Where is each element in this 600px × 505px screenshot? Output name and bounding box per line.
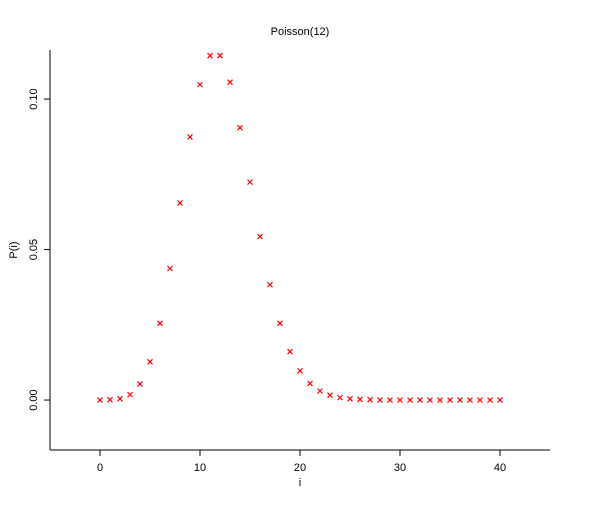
point [317,388,323,394]
point [337,394,343,401]
point [157,320,163,327]
y-tick-label: 0.05 [28,239,40,260]
point [117,395,123,402]
point [447,397,453,403]
point [97,397,103,403]
point [457,397,463,403]
y-tick-label: 0.10 [28,88,40,109]
point [277,320,283,327]
y-tick-label: 0.00 [28,389,40,410]
point [127,391,133,398]
point [187,134,193,140]
x-tick-label: 10 [194,462,206,474]
x-tick-label: 20 [294,462,306,474]
point [257,233,263,240]
point [217,52,223,59]
x-tick-label: 30 [394,462,406,474]
point [227,79,233,86]
point [297,367,303,374]
point [367,396,373,403]
chart-title: Poisson(12) [271,26,330,38]
point [427,397,433,403]
point [327,392,333,399]
point [307,380,313,387]
x-tick-label: 0 [97,462,103,474]
point [147,358,153,365]
point [417,397,423,403]
point [347,395,353,402]
point [377,397,383,403]
point [137,381,143,388]
point [437,397,443,403]
x-tick-label: 40 [494,462,506,474]
point [107,396,113,403]
point [267,281,273,288]
point [197,81,203,88]
point [167,265,173,272]
point [477,397,483,403]
point [247,179,253,186]
point [237,124,243,131]
point [207,52,213,59]
point [407,397,413,403]
point [357,396,363,403]
point [287,348,293,355]
point [397,397,403,403]
point [487,397,493,403]
point [497,397,503,403]
point [177,199,183,206]
point [467,397,473,403]
x-axis-label: i [299,477,301,489]
y-axis-label: P(i) [8,241,20,258]
point [387,397,393,403]
